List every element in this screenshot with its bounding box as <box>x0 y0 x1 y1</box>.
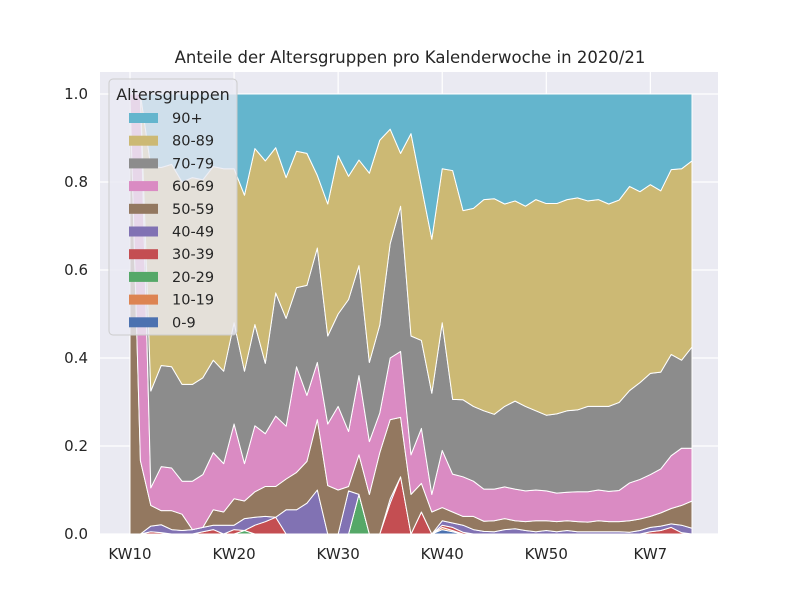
legend-swatch <box>129 226 158 237</box>
legend-label: 30-39 <box>172 247 214 263</box>
x-tick-label: KW40 <box>421 545 464 563</box>
legend-swatch <box>129 181 158 192</box>
y-tick-label: 0.8 <box>64 173 88 191</box>
area-series-90plus <box>129 93 693 240</box>
legend-label: 0-9 <box>172 315 196 331</box>
legend-label: 10-19 <box>172 293 214 309</box>
y-tick-label: 0.4 <box>64 349 88 367</box>
legend-title: Altersgruppen <box>116 85 230 104</box>
legend-swatch <box>129 203 158 214</box>
legend-label: 40-49 <box>172 225 214 241</box>
legend-swatch <box>129 317 158 328</box>
stacked-areas <box>129 93 693 535</box>
legend-label: 50-59 <box>172 202 214 218</box>
legend-swatch <box>129 158 158 169</box>
y-tick-label: 1.0 <box>64 85 88 103</box>
chart-title: Anteile der Altersgruppen pro Kalenderwo… <box>175 48 646 67</box>
y-tick-label: 0.6 <box>64 261 88 279</box>
legend-label: 70-79 <box>172 156 214 172</box>
x-tick-label: KW7 <box>634 545 668 563</box>
legend-items: 90+ 80-89 70-79 60-69 50-59 40-49 30-39 20-29 10… <box>129 111 214 331</box>
y-tick-label: 0.2 <box>64 437 88 455</box>
legend-swatch <box>129 135 158 146</box>
legend-swatch <box>129 294 158 305</box>
legend-swatch <box>129 271 158 282</box>
legend-label: 60-69 <box>172 179 214 195</box>
x-axis-ticks: KW10 KW20 KW30 KW40 KW50 KW7 <box>108 545 667 563</box>
legend-label: 90+ <box>172 111 203 127</box>
x-tick-label: KW50 <box>525 545 568 563</box>
x-tick-label: KW10 <box>108 545 151 563</box>
x-tick-label: KW30 <box>317 545 360 563</box>
legend-label: 20-29 <box>172 270 214 286</box>
legend-label: 80-89 <box>172 134 214 150</box>
x-tick-label: KW20 <box>212 545 255 563</box>
legend-swatch <box>129 249 158 260</box>
legend: Altersgruppen 90+ 80-89 70-79 60-69 50-59 40-… <box>108 78 238 336</box>
y-axis-ticks: 0.0 0.2 0.4 0.6 0.8 1.0 <box>64 85 88 543</box>
legend-swatch <box>129 113 158 123</box>
y-tick-label: 0.0 <box>64 525 88 543</box>
